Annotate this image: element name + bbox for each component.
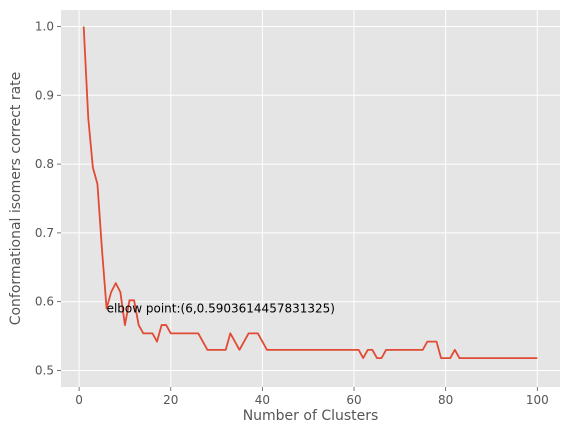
x-tick-label: 80 [438,393,453,407]
series-line [82,26,538,360]
x-tick-label: 60 [346,393,361,407]
x-axis-label: Number of Clusters [243,408,379,424]
plot-background [61,10,560,387]
y-tick-label: 0.5 [35,363,54,377]
y-tick-label: 0.9 [35,88,54,102]
y-tick-label: 1.0 [35,20,54,34]
y-tick-label: 0.6 [35,295,54,309]
elbow-annotation: elbow point:(6,0.5903614457831325) [107,301,335,315]
y-tick-label: 0.7 [35,226,54,240]
x-tick-label: 40 [255,393,270,407]
x-tick-label: 100 [526,393,549,407]
x-tick-label: 20 [163,393,178,407]
x-tick-label: 0 [75,393,83,407]
y-axis-label: Conformational isomers correct rate [8,72,24,326]
y-tick-label: 0.8 [35,157,54,171]
grid [61,10,560,387]
tick-labels: 0 20 40 60 80 100 0.5 0.6 0.7 0.8 0.9 1.0 [35,20,549,407]
